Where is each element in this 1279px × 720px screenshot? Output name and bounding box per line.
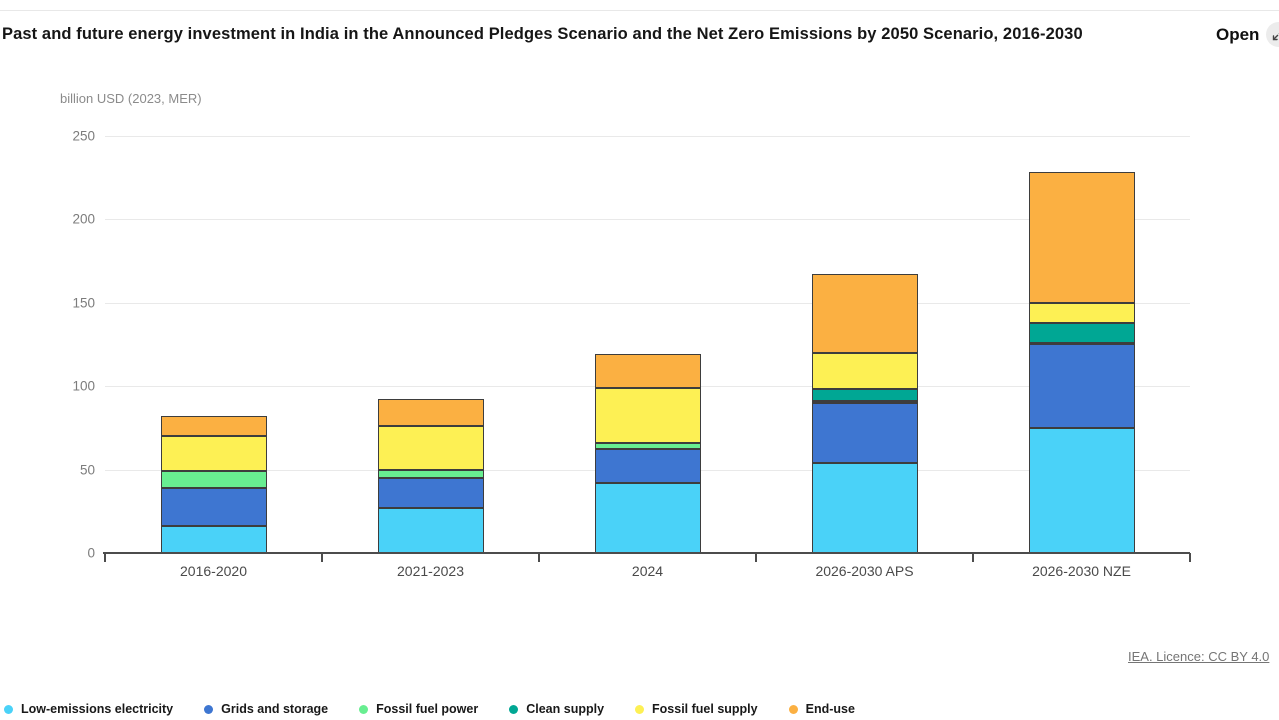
x-axis-tick [538,553,540,562]
legend-label: Clean supply [526,702,605,716]
x-axis-label-2026-2030-NZE: 2026-2030 NZE [1032,563,1131,579]
bar-segment-2026-2030-APS-grids-and-storage[interactable] [811,402,918,463]
x-axis-baseline [103,552,1190,554]
x-axis-tick [1189,553,1191,562]
bar-segment-2024-low-emissions-electricity[interactable] [594,482,701,553]
bar-segment-2016-2020-fossil-fuel-power[interactable] [160,471,267,488]
legend-label: End-use [805,702,855,716]
open-button-label: Open [1216,24,1260,44]
bar-segment-2016-2020-end-use[interactable] [160,416,267,437]
bar-segment-2024-fossil-fuel-power[interactable] [594,442,701,450]
bar-segment-2026-2030-APS-clean-supply[interactable] [811,389,918,402]
y-axis-unit-label: billion USD (2023, MER) [60,91,202,106]
legend-dot-icon [788,704,798,714]
bar-segment-2026-2030-APS-fossil-fuel-power[interactable] [811,401,918,404]
bar-segment-2021-2023-fossil-fuel-supply[interactable] [377,426,484,470]
legend-label: Low-emissions electricity [21,702,174,716]
legend-dot-icon [509,704,519,714]
x-axis-tick [972,553,974,562]
gridline-250 [105,135,1190,137]
legend-item-grids-and-storage[interactable]: Grids and storage [204,702,328,716]
legend-item-fossil-fuel-power[interactable]: Fossil fuel power [359,702,478,716]
bar-segment-2024-end-use[interactable] [594,354,701,388]
bar-segment-2016-2020-low-emissions-electricity[interactable] [160,526,267,553]
legend-item-low-emissions-electricity[interactable]: Low-emissions electricity [4,702,173,716]
chart-legend: Low-emissions electricity Grids and stora… [4,702,855,716]
top-divider [0,10,1279,11]
y-tick-label-100: 100 [72,378,95,394]
chart-title: Past and future energy investment in Ind… [2,25,1083,43]
legend-item-fossil-fuel-supply[interactable]: Fossil fuel supply [635,702,758,716]
bar-segment-2026-2030-NZE-grids-and-storage[interactable] [1028,344,1135,428]
y-tick-label-250: 250 [72,128,95,144]
gridline-200 [105,219,1190,221]
x-axis-label-2024: 2024 [631,563,664,579]
legend-label: Grids and storage [221,702,329,716]
gridline-150 [105,302,1190,304]
bar-segment-2026-2030-APS-fossil-fuel-supply[interactable] [811,352,918,390]
legend-dot-icon [204,704,214,714]
expand-icon[interactable] [1266,22,1279,47]
legend-dot-icon [4,704,13,714]
y-tick-label-0: 0 [87,545,95,561]
x-axis-tick [104,553,106,562]
legend-dot-icon [635,704,645,714]
legend-item-clean-supply[interactable]: Clean supply [509,702,604,716]
open-button[interactable]: Open [1216,22,1279,47]
y-tick-label-50: 50 [79,462,95,478]
x-axis-label-2021-2023: 2021-2023 [397,563,464,579]
legend-label: Fossil fuel power [376,702,479,716]
y-tick-label-150: 150 [72,295,95,311]
bar-segment-2016-2020-grids-and-storage[interactable] [160,487,267,527]
legend-item-end-use[interactable]: End-use [788,702,855,716]
bar-segment-2026-2030-APS-end-use[interactable] [811,274,918,353]
licence-link[interactable]: IEA. Licence: CC BY 4.0 [1128,649,1270,664]
legend-dot-icon [359,704,369,714]
x-axis-label-2016-2020: 2016-2020 [180,563,247,579]
x-axis-label-2026-2030-APS: 2026-2030 APS [815,563,914,579]
bar-segment-2026-2030-NZE-fossil-fuel-supply[interactable] [1028,302,1135,323]
bar-segment-2016-2020-fossil-fuel-supply[interactable] [160,436,267,472]
bar-segment-2026-2030-NZE-clean-supply[interactable] [1028,322,1135,343]
bar-segment-2021-2023-end-use[interactable] [377,399,484,427]
x-axis-tick [321,553,323,562]
bar-segment-2026-2030-NZE-end-use[interactable] [1028,172,1135,303]
x-axis-tick [755,553,757,562]
bar-segment-2024-fossil-fuel-supply[interactable] [594,387,701,443]
bar-segment-2024-grids-and-storage[interactable] [594,449,701,483]
bar-segment-2026-2030-NZE-fossil-fuel-power[interactable] [1028,342,1135,345]
legend-label: Fossil fuel supply [652,702,758,716]
y-tick-label-200: 200 [72,211,95,227]
bar-segment-2026-2030-APS-low-emissions-electricity[interactable] [811,462,918,553]
bar-segment-2026-2030-NZE-low-emissions-electricity[interactable] [1028,427,1135,553]
bar-segment-2021-2023-grids-and-storage[interactable] [377,477,484,508]
bar-segment-2021-2023-fossil-fuel-power[interactable] [377,469,484,478]
bar-segment-2021-2023-low-emissions-electricity[interactable] [377,507,484,553]
